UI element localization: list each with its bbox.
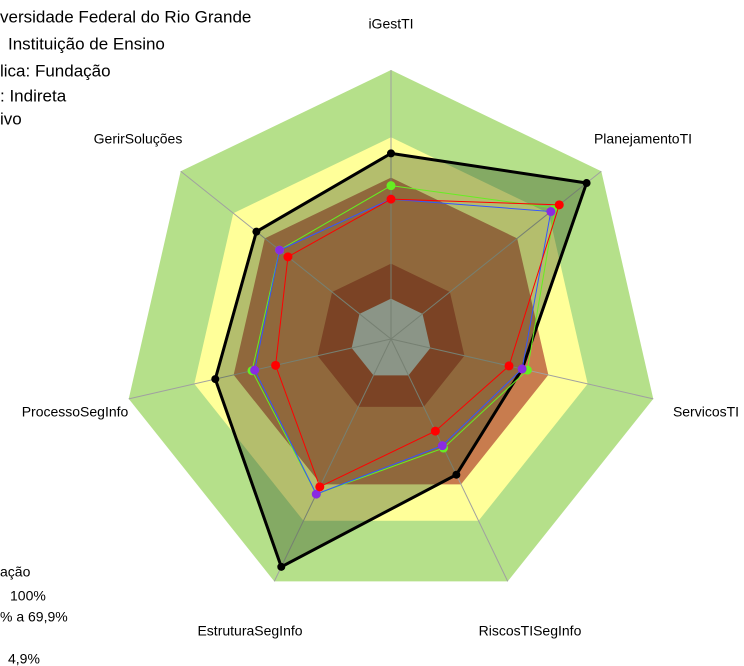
info-line: : Indireta bbox=[0, 86, 67, 105]
info-line: lica: Fundação bbox=[0, 61, 111, 80]
data-point bbox=[504, 361, 514, 371]
axis-label: iGestTI bbox=[368, 16, 413, 32]
data-point bbox=[252, 227, 261, 236]
data-point bbox=[277, 562, 286, 571]
data-point bbox=[283, 252, 293, 262]
info-line: versidade Federal do Rio Grande bbox=[0, 7, 251, 26]
data-point bbox=[554, 200, 564, 210]
data-point bbox=[387, 149, 395, 158]
data-point bbox=[452, 470, 461, 479]
axis-label: ServicosTI bbox=[673, 404, 739, 420]
axis-label: EstruturaSegInfo bbox=[197, 623, 302, 639]
legend-line: % a 69,9% bbox=[0, 609, 68, 625]
data-point bbox=[275, 245, 285, 255]
legend-line: 100% bbox=[10, 588, 46, 604]
axis-label: PlanejamentoTI bbox=[594, 131, 692, 147]
data-point bbox=[250, 365, 260, 375]
spoke bbox=[390, 338, 509, 582]
spoke bbox=[390, 170, 602, 340]
data-point bbox=[211, 375, 220, 384]
data-point bbox=[311, 489, 321, 499]
spoke bbox=[273, 338, 392, 582]
axis-label: RiscosTISegInfo bbox=[479, 623, 582, 639]
series-area bbox=[275, 198, 560, 488]
data-point bbox=[315, 482, 325, 492]
legend-line: ação bbox=[0, 564, 31, 580]
data-point bbox=[271, 360, 281, 370]
series-area bbox=[213, 151, 589, 569]
info-line: ivo bbox=[0, 109, 22, 128]
legend-line: 4,9% bbox=[8, 651, 40, 666]
series-area bbox=[254, 198, 552, 495]
info-line: Instituição de Ensino bbox=[8, 34, 165, 53]
spoke bbox=[128, 338, 392, 400]
data-point bbox=[386, 194, 396, 204]
data-point bbox=[546, 207, 556, 217]
data-point bbox=[582, 179, 591, 188]
data-point bbox=[386, 181, 396, 191]
axis-label: ProcessoSegInfo bbox=[22, 404, 129, 420]
data-point bbox=[437, 441, 447, 451]
data-point bbox=[430, 426, 440, 436]
data-point bbox=[517, 364, 527, 374]
axis-label: GerirSoluções bbox=[94, 131, 183, 147]
